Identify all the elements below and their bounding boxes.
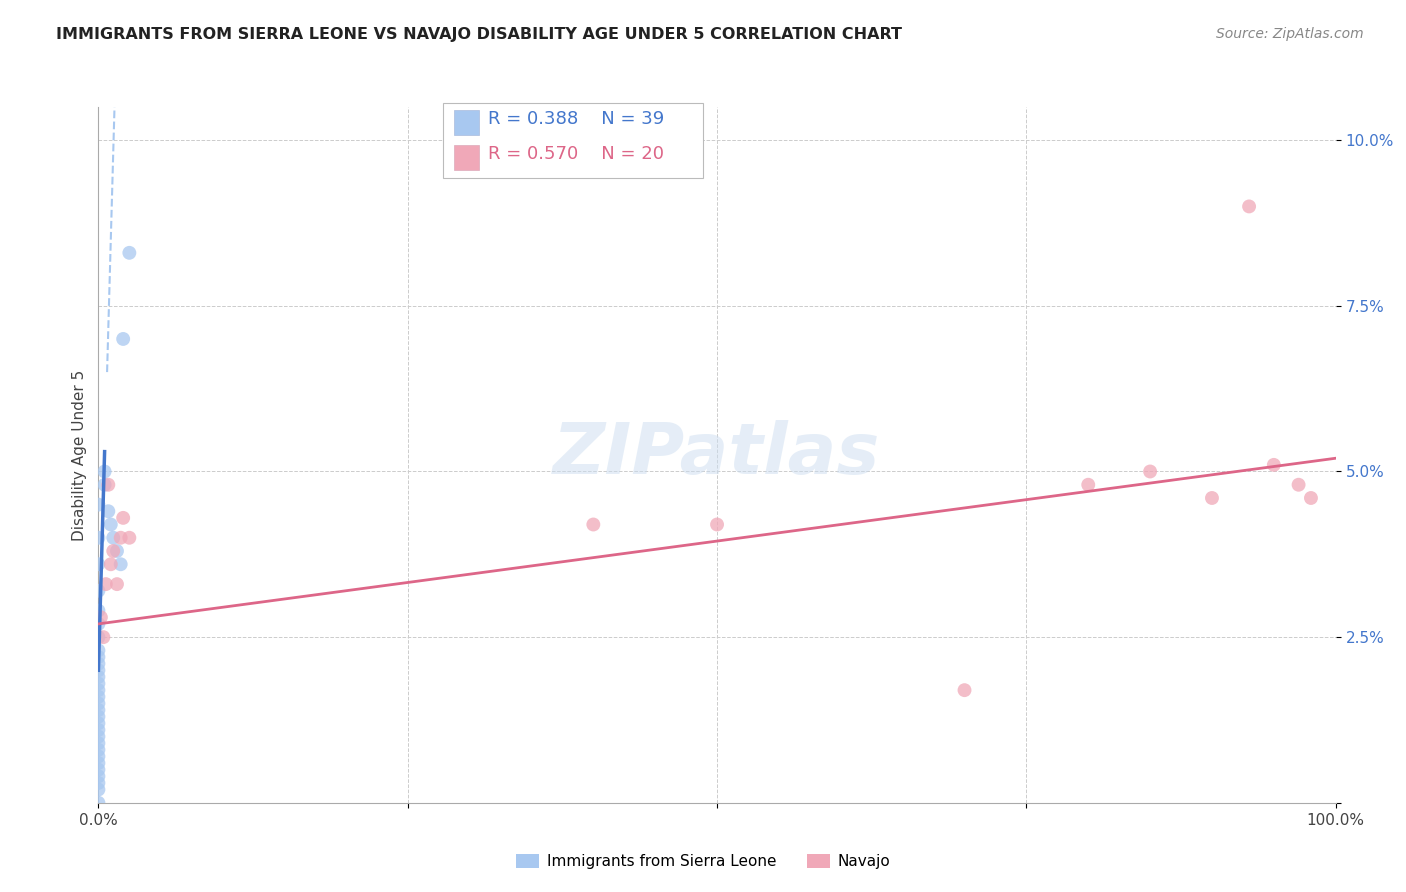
Point bbox=[93, 630, 115, 644]
Point bbox=[87, 604, 110, 618]
Point bbox=[105, 544, 128, 558]
Point bbox=[87, 697, 110, 711]
Point bbox=[87, 736, 110, 750]
Point bbox=[110, 558, 132, 572]
Point bbox=[93, 465, 115, 479]
Point bbox=[87, 723, 110, 737]
Point bbox=[87, 630, 110, 644]
Point bbox=[87, 676, 110, 690]
Point bbox=[582, 517, 605, 532]
Point bbox=[112, 511, 135, 525]
Point bbox=[87, 796, 110, 810]
Point bbox=[87, 749, 110, 764]
Text: R = 0.388    N = 39: R = 0.388 N = 39 bbox=[488, 110, 664, 128]
Point bbox=[112, 332, 135, 346]
Point bbox=[100, 517, 122, 532]
Text: R = 0.570    N = 20: R = 0.570 N = 20 bbox=[488, 145, 664, 163]
Point bbox=[87, 763, 110, 777]
Point bbox=[87, 756, 110, 770]
Y-axis label: Disability Age Under 5: Disability Age Under 5 bbox=[72, 369, 87, 541]
Point bbox=[87, 743, 110, 757]
Point bbox=[1237, 199, 1260, 213]
Point bbox=[100, 558, 122, 572]
Point bbox=[1077, 477, 1099, 491]
Legend: Immigrants from Sierra Leone, Navajo: Immigrants from Sierra Leone, Navajo bbox=[510, 848, 896, 875]
Point bbox=[103, 531, 125, 545]
Point bbox=[87, 531, 110, 545]
Point bbox=[87, 709, 110, 723]
Point bbox=[87, 690, 110, 704]
Point bbox=[118, 245, 141, 260]
Point bbox=[87, 650, 110, 665]
Point bbox=[87, 657, 110, 671]
Point bbox=[1263, 458, 1285, 472]
Point bbox=[97, 504, 120, 518]
Point bbox=[87, 616, 110, 631]
Point bbox=[87, 583, 110, 598]
Point bbox=[87, 782, 110, 797]
Point bbox=[90, 610, 112, 624]
Point bbox=[118, 531, 141, 545]
Point bbox=[87, 643, 110, 657]
Point bbox=[87, 716, 110, 731]
Point bbox=[1288, 477, 1310, 491]
Point bbox=[87, 769, 110, 783]
Point bbox=[87, 683, 110, 698]
Point bbox=[110, 531, 132, 545]
Point bbox=[706, 517, 728, 532]
Point bbox=[1139, 465, 1161, 479]
Point bbox=[87, 670, 110, 684]
Text: IMMIGRANTS FROM SIERRA LEONE VS NAVAJO DISABILITY AGE UNDER 5 CORRELATION CHART: IMMIGRANTS FROM SIERRA LEONE VS NAVAJO D… bbox=[56, 27, 903, 42]
Point bbox=[953, 683, 976, 698]
Point bbox=[94, 577, 117, 591]
Point bbox=[105, 577, 128, 591]
Point bbox=[87, 703, 110, 717]
Point bbox=[1299, 491, 1322, 505]
Point bbox=[87, 776, 110, 790]
Point bbox=[1201, 491, 1223, 505]
Point bbox=[87, 730, 110, 744]
Text: Source: ZipAtlas.com: Source: ZipAtlas.com bbox=[1216, 27, 1364, 41]
Point bbox=[87, 558, 110, 572]
Point bbox=[87, 498, 110, 512]
Point bbox=[97, 477, 120, 491]
Text: ZIPatlas: ZIPatlas bbox=[554, 420, 880, 490]
Point bbox=[87, 663, 110, 677]
Point bbox=[93, 477, 115, 491]
Point bbox=[103, 544, 125, 558]
